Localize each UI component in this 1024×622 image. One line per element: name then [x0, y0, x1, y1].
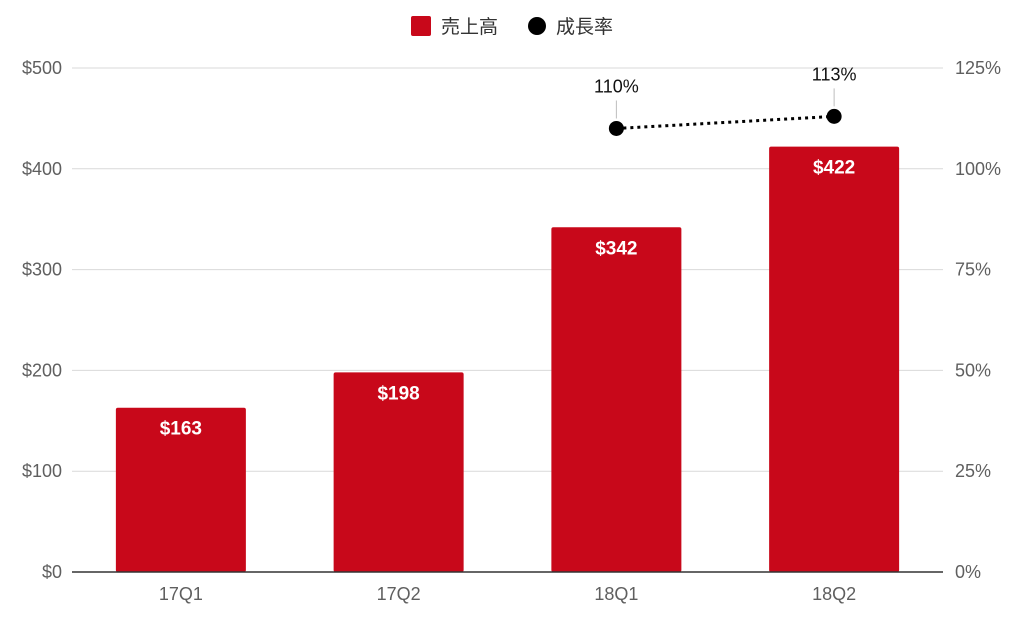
growth-point — [608, 120, 624, 136]
legend-label-sales: 売上高 — [440, 17, 498, 38]
bar-series: $163 $198 $342 $422 — [115, 146, 900, 573]
x-tick-label: 17Q1 — [159, 584, 203, 604]
legend-label-growth: 成長率 — [556, 17, 614, 38]
growth-point-label: 113% — [812, 64, 857, 84]
bar-value-label: $198 — [377, 383, 419, 404]
legend-swatch-sales — [410, 15, 431, 36]
y-left-tick-label: $300 — [22, 260, 62, 280]
axes: $0 $100 $200 $300 $400 $500 0% 25% 50% 75% 100% 125… — [22, 58, 1001, 604]
legend: 売上高 成長率 — [0, 12, 1024, 39]
y-left-tick-label: $500 — [22, 58, 62, 78]
y-right-tick-label: 75% — [955, 260, 991, 280]
growth-point-label: 110% — [594, 76, 639, 96]
legend-item-growth[interactable]: 成長率 — [528, 12, 613, 39]
x-tick-label: 18Q1 — [594, 584, 638, 604]
bar — [115, 407, 246, 572]
bar — [551, 227, 682, 573]
y-right-tick-label: 0% — [955, 562, 981, 582]
y-left-tick-label: $400 — [22, 159, 62, 179]
x-tick-label: 17Q2 — [377, 584, 421, 604]
bar-value-label: $422 — [813, 158, 855, 179]
y-right-tick-label: 25% — [955, 461, 991, 481]
bar — [769, 146, 900, 572]
legend-item-sales[interactable]: 売上高 — [410, 12, 498, 39]
y-left-tick-label: $200 — [22, 360, 62, 380]
bar-value-label: $163 — [160, 419, 202, 440]
growth-series: 110% 113% — [594, 64, 856, 136]
legend-swatch-growth — [528, 16, 546, 35]
bar — [333, 372, 464, 572]
y-right-tick-label: 50% — [955, 360, 991, 380]
bar-value-label: $342 — [595, 238, 637, 259]
y-right-tick-label: 100% — [955, 159, 1001, 179]
y-left-tick-label: $100 — [22, 461, 62, 481]
growth-line — [616, 114, 835, 130]
growth-point — [826, 108, 842, 124]
y-right-tick-label: 125% — [955, 58, 1001, 78]
y-left-tick-label: $0 — [42, 562, 62, 582]
x-tick-label: 18Q2 — [812, 584, 856, 604]
